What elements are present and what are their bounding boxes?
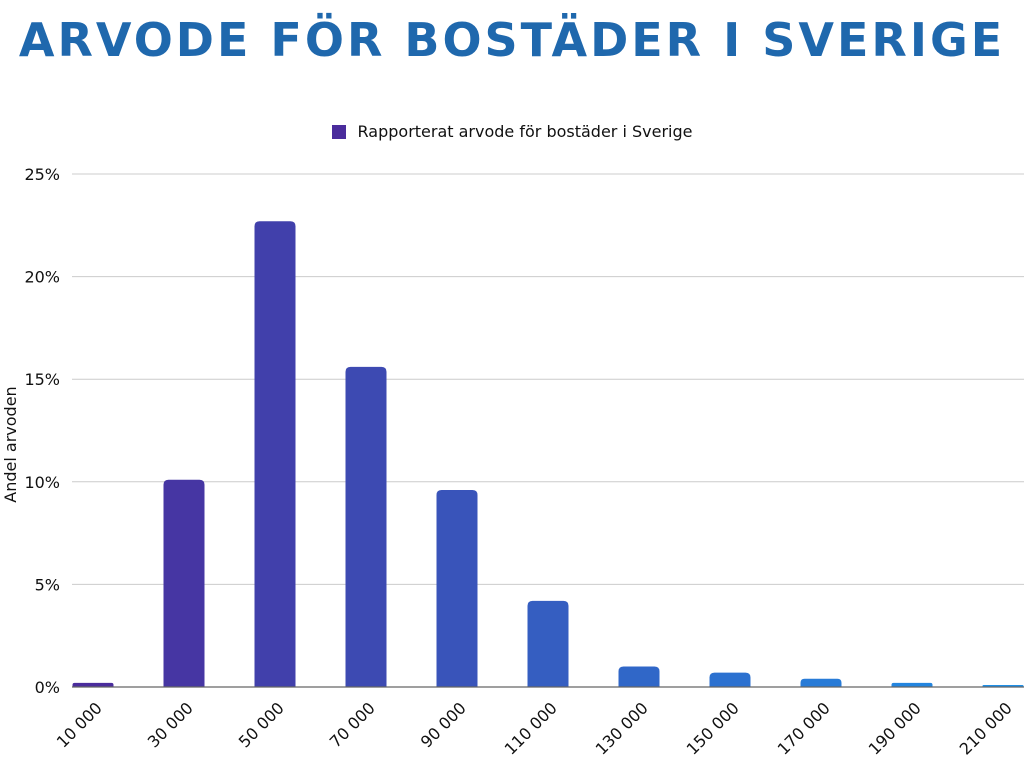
bar <box>254 221 296 688</box>
x-tick-label: 190 000 <box>865 698 925 758</box>
x-tick-label: 50 000 <box>235 698 288 751</box>
bar <box>891 682 933 687</box>
legend-label: Rapporterat arvode för bostäder i Sverig… <box>357 122 693 141</box>
x-tick-label: 70 000 <box>326 698 379 751</box>
bar <box>72 682 114 687</box>
x-tick-label: 90 000 <box>417 698 470 751</box>
x-tick-label: 150 000 <box>683 698 743 758</box>
bar <box>527 600 569 687</box>
y-tick-label: 0% <box>35 678 60 697</box>
bar <box>345 366 387 687</box>
y-tick-label: 10% <box>24 473 60 492</box>
x-tick-labels: 10 000 30 000 50 000 70 000 90 000 110 000 130… <box>53 698 1016 758</box>
legend-swatch <box>331 124 346 139</box>
y-axis-title: Andel arvoden <box>1 386 20 502</box>
y-tick-label: 20% <box>24 268 60 287</box>
y-tick-label: 15% <box>24 370 60 389</box>
x-tick-label: 130 000 <box>592 698 652 758</box>
bar <box>800 678 842 687</box>
bar <box>618 666 660 687</box>
bar <box>436 490 478 687</box>
y-tick-label: 5% <box>35 575 60 594</box>
gridlines <box>72 173 1024 585</box>
x-tick-label: 110 000 <box>501 698 561 758</box>
legend: Rapporterat arvode för bostäder i Sverig… <box>0 122 1024 141</box>
bars <box>72 221 1024 688</box>
bar <box>709 672 751 687</box>
chart-title: ARVODE FÖR BOSTÄDER I SVERIGE <box>18 13 1006 67</box>
y-tick-labels: 0% 5% 10% 15% 20% 25% <box>24 165 60 697</box>
x-tick-label: 170 000 <box>774 698 834 758</box>
bar <box>163 479 205 687</box>
x-tick-label: 30 000 <box>144 698 197 751</box>
x-tick-label: 10 000 <box>53 698 106 751</box>
y-tick-label: 25% <box>24 165 60 184</box>
x-tick-label: 210 000 <box>956 698 1016 758</box>
